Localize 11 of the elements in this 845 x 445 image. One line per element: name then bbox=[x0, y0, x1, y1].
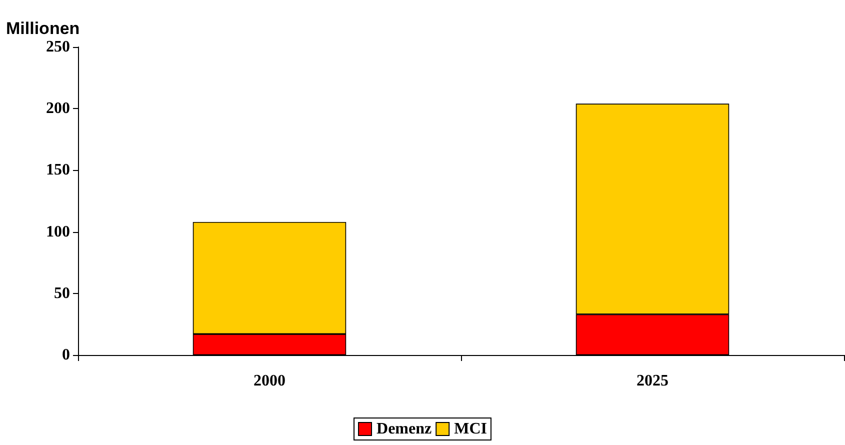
x-tick-label: 2000 bbox=[254, 372, 286, 390]
y-axis-title: Millionen bbox=[6, 19, 80, 38]
y-tick-label: 0 bbox=[62, 346, 70, 364]
y-tick-label: 50 bbox=[54, 284, 70, 302]
x-tick-label: 2025 bbox=[636, 372, 668, 390]
y-tick-label: 250 bbox=[46, 38, 70, 56]
y-tick-label: 100 bbox=[46, 223, 70, 240]
legend-label: MCI bbox=[454, 420, 487, 438]
legend-label: Demenz bbox=[376, 420, 432, 438]
y-tick-label: 200 bbox=[46, 100, 70, 118]
y-tick-label: 150 bbox=[46, 162, 70, 179]
